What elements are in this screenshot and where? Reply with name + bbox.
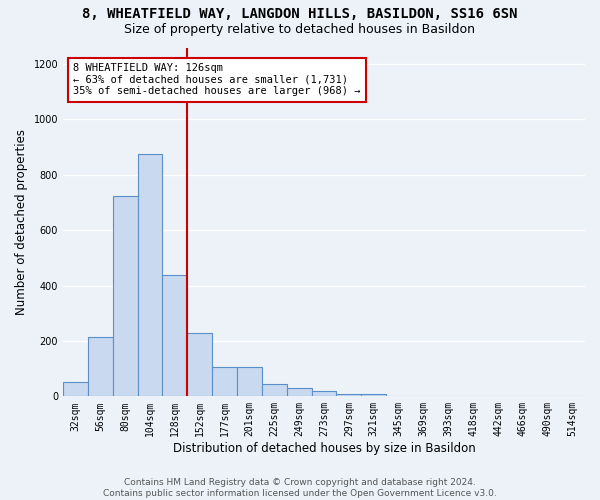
Bar — [113, 196, 137, 396]
Bar — [311, 391, 337, 396]
Bar — [63, 382, 88, 396]
Bar — [361, 394, 386, 396]
Y-axis label: Number of detached properties: Number of detached properties — [15, 129, 28, 315]
Bar — [137, 154, 163, 396]
Bar — [163, 274, 187, 396]
Text: Contains HM Land Registry data © Crown copyright and database right 2024.
Contai: Contains HM Land Registry data © Crown c… — [103, 478, 497, 498]
X-axis label: Distribution of detached houses by size in Basildon: Distribution of detached houses by size … — [173, 442, 475, 455]
Bar — [88, 337, 113, 396]
Bar — [187, 332, 212, 396]
Bar — [262, 384, 287, 396]
Text: Size of property relative to detached houses in Basildon: Size of property relative to detached ho… — [125, 22, 476, 36]
Bar — [337, 394, 361, 396]
Bar — [212, 368, 237, 396]
Text: 8, WHEATFIELD WAY, LANGDON HILLS, BASILDON, SS16 6SN: 8, WHEATFIELD WAY, LANGDON HILLS, BASILD… — [82, 8, 518, 22]
Text: 8 WHEATFIELD WAY: 126sqm
← 63% of detached houses are smaller (1,731)
35% of sem: 8 WHEATFIELD WAY: 126sqm ← 63% of detach… — [73, 63, 361, 96]
Bar — [237, 368, 262, 396]
Bar — [287, 388, 311, 396]
